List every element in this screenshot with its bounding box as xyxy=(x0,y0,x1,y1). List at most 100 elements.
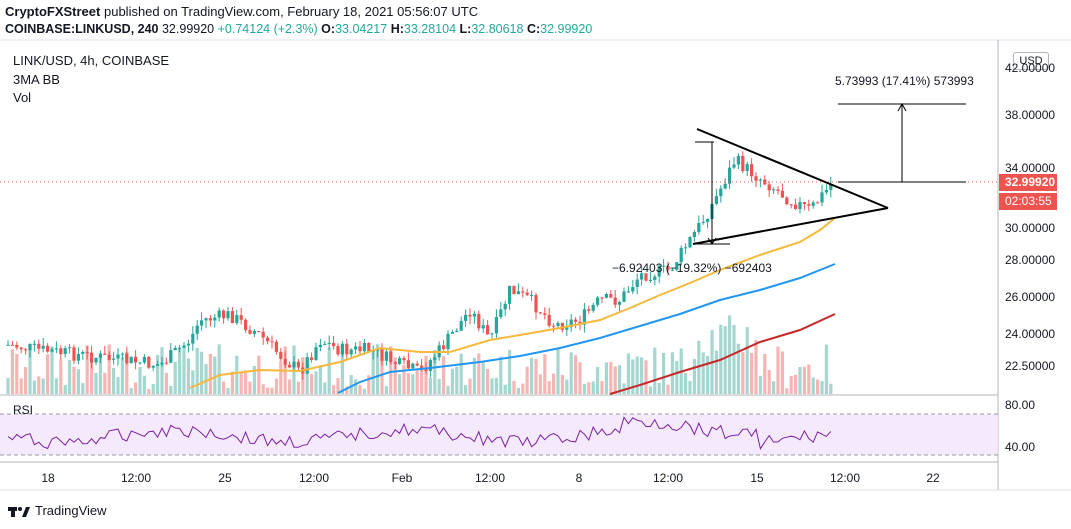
candle-body xyxy=(296,361,300,368)
volume-bar xyxy=(239,371,243,394)
volume-bar xyxy=(323,382,327,394)
price-tick: 42.00000 xyxy=(1005,61,1056,75)
volume-bar xyxy=(442,356,446,394)
candle-body xyxy=(261,331,265,338)
candle-body xyxy=(142,356,146,363)
candle-body xyxy=(631,286,635,292)
candle-body xyxy=(314,347,318,360)
volume-bar xyxy=(217,344,221,394)
time-tick: 12:00 xyxy=(829,471,861,485)
volume-bar xyxy=(596,367,600,394)
candle-body xyxy=(164,362,168,364)
volume-bar xyxy=(125,351,129,394)
candle-body xyxy=(701,221,705,223)
volume-bar xyxy=(393,357,397,394)
volume-bar xyxy=(697,340,701,394)
volume-bar xyxy=(340,345,344,394)
volume-bar xyxy=(318,365,322,394)
volume-bar xyxy=(332,385,336,394)
pole-annotation: −6.92403 (−19.32%) −692403 xyxy=(612,261,772,275)
candle-body xyxy=(574,319,578,322)
candle-body xyxy=(494,317,498,334)
candle-body xyxy=(41,345,45,349)
volume-bar xyxy=(178,348,182,394)
volume-bar xyxy=(134,382,138,394)
volume-bar xyxy=(684,373,688,394)
volume-bar xyxy=(32,380,36,394)
volume-bar xyxy=(494,377,498,394)
price-tick: 24.00000 xyxy=(1005,327,1056,341)
volume-bar xyxy=(750,352,754,394)
candle-body xyxy=(147,356,151,368)
volume-bar xyxy=(191,370,195,394)
tradingview-logo[interactable]: TradingView xyxy=(8,503,107,518)
volume-bar xyxy=(107,344,111,394)
candle-body xyxy=(596,297,600,305)
volume-bar xyxy=(116,377,120,394)
rsi-legend[interactable]: RSI xyxy=(13,403,34,417)
candle-body xyxy=(772,189,776,191)
price-tick: 38.00000 xyxy=(1005,108,1056,122)
volume-bar xyxy=(618,365,622,394)
candle-body xyxy=(402,357,406,361)
candle-body xyxy=(802,202,806,205)
open-label: O: xyxy=(321,22,336,36)
candle-body xyxy=(798,202,802,210)
volume-bar xyxy=(450,368,454,394)
volume-bar xyxy=(76,369,80,394)
volume-bar xyxy=(103,372,107,394)
rsi-line xyxy=(7,416,832,450)
volume-bar xyxy=(552,373,556,394)
high-value: 33.28104 xyxy=(403,22,457,36)
volume-bar xyxy=(538,374,542,394)
candle-body xyxy=(750,164,754,177)
volume-bar xyxy=(736,343,740,394)
volume-bar xyxy=(802,366,806,394)
volume-bar xyxy=(767,370,771,394)
candle-body xyxy=(85,352,89,354)
volume-bar xyxy=(358,384,362,394)
candle-body xyxy=(512,285,516,295)
candle-body xyxy=(670,269,674,271)
candle-body xyxy=(723,183,727,189)
volume-bar xyxy=(486,368,490,394)
volume-bar xyxy=(402,365,406,394)
candle-body xyxy=(116,354,120,359)
time-tick: 12:00 xyxy=(120,471,152,485)
candle-body xyxy=(54,348,58,350)
volume-bar xyxy=(46,354,50,394)
volume-bar xyxy=(200,351,204,394)
publish-text: published on TradingView.com, February 1… xyxy=(103,4,479,19)
volume-bar xyxy=(816,379,820,394)
candle-body xyxy=(204,318,208,321)
low-label: L: xyxy=(459,22,472,36)
symbol-legend[interactable]: LINK/USD, 4h, COINBASE xyxy=(13,53,170,68)
vol-legend[interactable]: Vol xyxy=(13,90,32,105)
ma-legend[interactable]: 3MA BB xyxy=(13,72,60,87)
currency-badge[interactable]: USD xyxy=(1013,52,1049,70)
candle-body xyxy=(807,204,811,206)
candle-body xyxy=(72,347,76,361)
volume-bar xyxy=(666,384,670,394)
volume-bar xyxy=(296,381,300,394)
candle-body xyxy=(288,364,292,368)
price-tick: 26.00000 xyxy=(1005,290,1056,304)
volume-bar xyxy=(19,378,23,394)
candle-body xyxy=(455,330,459,333)
volume-bar xyxy=(195,347,199,394)
volume-bar xyxy=(626,353,630,394)
candle-body xyxy=(327,342,331,344)
candle-body xyxy=(442,345,446,350)
volume-bar xyxy=(362,388,366,394)
volume-bar xyxy=(270,387,274,394)
candle-body xyxy=(679,247,683,263)
volume-bar xyxy=(824,344,828,394)
candle-body xyxy=(464,314,468,321)
ma-long-line xyxy=(609,313,836,395)
volume-bar xyxy=(477,353,481,394)
candle-body xyxy=(32,343,36,345)
volume-bars xyxy=(6,315,833,394)
candle-body xyxy=(336,346,340,355)
candle-body xyxy=(565,327,569,330)
